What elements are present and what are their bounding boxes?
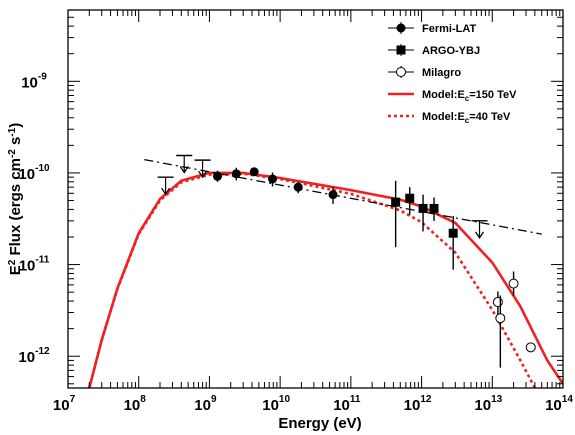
x-tick-label-exp: 10 (279, 394, 291, 405)
data-point (525, 342, 536, 353)
y-tick-label-exp: -9 (38, 71, 47, 82)
x-tick-label: 1012 (404, 394, 432, 414)
y-axis-title-sup2: -2 (7, 149, 18, 158)
x-tick-label-base: 10 (194, 397, 211, 414)
x-tick-label: 108 (124, 394, 147, 414)
data-point (249, 167, 259, 177)
legend-marker (396, 23, 406, 33)
data-point (429, 203, 439, 213)
x-tick-label-base: 10 (404, 397, 421, 414)
legend-label-main: Model:E (422, 89, 465, 101)
data-point (231, 169, 241, 179)
y-axis-title-sup1: 2 (7, 259, 18, 265)
axes: 107 108 109 1010 1011 1012 1013 101410-1210-111… (18, 9, 573, 414)
data-point (495, 313, 506, 324)
data-points (157, 154, 536, 368)
legend-entry: Milagro (388, 66, 461, 79)
x-tick-label-exp: 13 (491, 394, 503, 405)
y-tick-label-base: 10 (18, 349, 35, 366)
legend-label-tail: =40 TeV (469, 111, 511, 123)
y-tick-label: 10-10 (18, 163, 50, 183)
x-tick-label-exp: 7 (70, 394, 76, 405)
x-tick-label: 109 (194, 394, 217, 414)
legend-entry: Model:Ec=150 TeV (388, 89, 517, 103)
x-tick-label-base: 10 (474, 397, 491, 414)
x-tick-label-base: 10 (53, 397, 70, 414)
x-tick-label-exp: 8 (140, 394, 146, 405)
model-curves (88, 158, 563, 388)
legend-label: ARGO-YBJ (422, 45, 480, 57)
x-tick-label-base: 10 (262, 397, 279, 414)
y-axis-title: E2 Flux (ergs cm-2 s-1) (7, 123, 25, 276)
x-axis-title: Energy (eV) (278, 415, 361, 432)
x-tick-label-base: 10 (545, 397, 562, 414)
x-tick-label: 1013 (474, 394, 502, 414)
x-tick-label-exp: 12 (420, 394, 432, 405)
x-tick-label-exp: 14 (562, 394, 574, 405)
y-tick-label: 10-12 (18, 346, 50, 366)
model-curve-dash-dot (144, 158, 542, 235)
y-tick-label-exp: -12 (35, 346, 50, 357)
data-point (405, 193, 415, 203)
x-tick-label: 1011 (333, 394, 361, 414)
y-axis-title-end: ) (7, 123, 24, 128)
model-curve-dotted (88, 172, 537, 388)
legend-marker (396, 45, 406, 55)
model-curve-solid (88, 171, 563, 388)
legend-label-sub: c (465, 116, 470, 125)
x-tick-label-exp: 11 (350, 394, 361, 405)
upper-limit-arrow (179, 155, 189, 174)
data-point (508, 278, 519, 289)
y-axis-title-sup3: -1 (7, 127, 18, 136)
upper-limit-arrow (161, 177, 171, 196)
data-point (418, 203, 428, 213)
data-point (293, 182, 303, 192)
x-tick-label-base: 10 (124, 397, 141, 414)
legend-label-tail: =150 TeV (469, 89, 517, 101)
y-tick-label-base: 10 (21, 74, 38, 91)
data-point (212, 171, 222, 181)
legend-entry: ARGO-YBJ (388, 44, 480, 57)
y-tick-label-base: 10 (18, 166, 35, 183)
y-tick-label: 10-11 (19, 255, 50, 275)
y-axis-title-base: E (7, 265, 24, 275)
legend-label: Fermi-LAT (422, 23, 476, 35)
x-tick-label-base: 10 (333, 397, 350, 414)
upper-limit-arrow (198, 160, 208, 179)
y-tick-label-exp: -10 (35, 163, 50, 174)
x-tick-label: 107 (53, 394, 76, 414)
legend-entry: Model:Ec=40 TeV (388, 111, 511, 125)
legend-label: Model:Ec=150 TeV (422, 89, 517, 103)
legend-label: Milagro (422, 67, 461, 79)
y-axis-title-mid2: s (7, 137, 24, 150)
y-tick-label-base: 10 (19, 258, 36, 275)
x-tick-label-exp: 9 (211, 394, 217, 405)
x-tick-label: 1014 (545, 394, 573, 414)
legend-entry: Fermi-LAT (388, 22, 476, 35)
legend-label-sub: c (465, 94, 470, 103)
upper-limit-arrow (475, 220, 485, 239)
data-point (328, 190, 338, 200)
data-point (448, 228, 458, 238)
data-point (391, 197, 401, 207)
y-tick-label-exp: -11 (35, 255, 49, 266)
y-tick-label: 10-9 (21, 71, 47, 91)
y-axis-title-mid: Flux (ergs cm (7, 158, 24, 260)
data-point (268, 174, 278, 184)
x-tick-label: 1010 (262, 394, 290, 414)
legend-label-main: Model:E (422, 111, 465, 123)
plot-frame (67, 9, 564, 389)
legend-marker (396, 67, 406, 77)
legend-label: Model:Ec=40 TeV (422, 111, 511, 125)
